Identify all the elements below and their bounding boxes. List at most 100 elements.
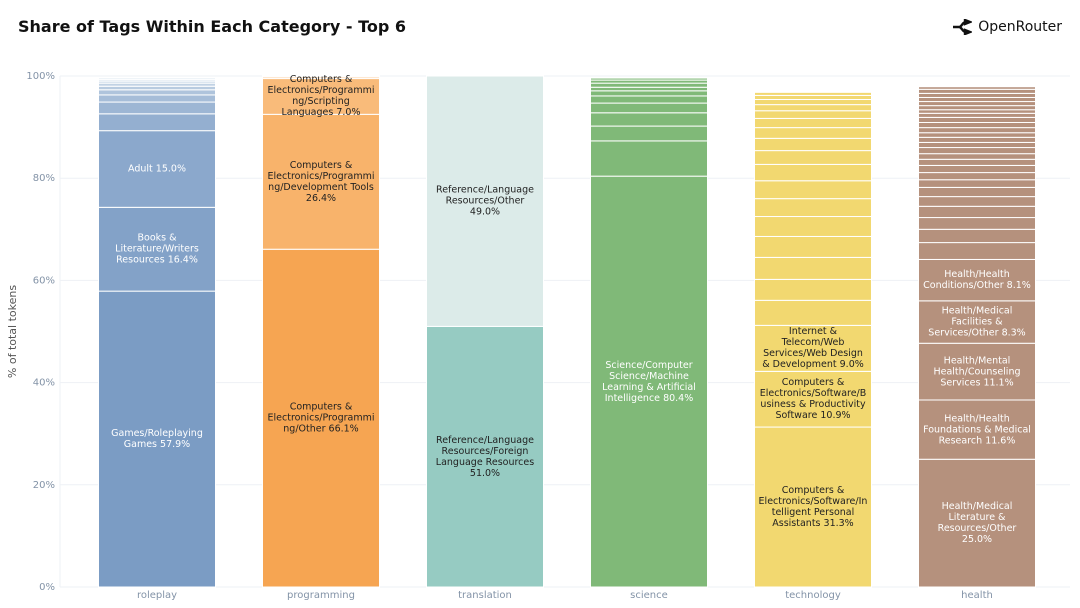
segment-name: Reference/Language Resources/Other [436, 184, 534, 207]
segment-name: Adult [128, 163, 153, 175]
bar-segment [918, 127, 1036, 134]
bar-segment [918, 96, 1036, 103]
bar-segment [98, 113, 216, 132]
segment-label: Computers & Electronics/Software/Busines… [759, 377, 868, 421]
value-label: 26.4% [305, 192, 337, 204]
bar-segment [590, 86, 708, 92]
value-label: 25.0% [961, 534, 993, 546]
segment-name: Health/Health Foundations & Medical Rese… [923, 413, 1031, 447]
bar-segment [754, 278, 872, 301]
bar-segment [918, 136, 1036, 143]
bar-segment [590, 82, 708, 88]
bar-segment [98, 130, 216, 208]
x-tick-label: technology [785, 590, 841, 601]
bar-segment [754, 150, 872, 165]
brand[interactable]: OpenRouter [952, 19, 1062, 35]
bar-segment [918, 116, 1036, 124]
value-label: 15.0% [155, 163, 186, 175]
bar-segment [918, 88, 1036, 94]
segment-label: Computers & Electronics/Programming/Deve… [267, 160, 376, 204]
bar-segment [754, 235, 872, 258]
value-label: 11.6% [985, 435, 1016, 447]
segment-label: Health/Health Foundations & Medical Rese… [923, 413, 1032, 446]
bar-segment [590, 95, 708, 104]
bar-segment [918, 86, 1036, 90]
segment-name: Science/Computer Science/Machine Learnin… [602, 359, 696, 404]
bar-segment [754, 324, 872, 372]
bar-segment [918, 132, 1036, 138]
bar-segment [98, 94, 216, 103]
brand-logo [953, 19, 973, 35]
bar-segment [754, 180, 872, 200]
y-tick-label: 0% [39, 582, 55, 593]
bar-segment [590, 125, 708, 142]
value-label: 8.1% [1006, 280, 1031, 292]
bar-segment [918, 458, 1036, 588]
segment-label: Computers & Electronics/Software/Intelli… [759, 485, 868, 529]
segment-label: Computers & Electronics/Programming/Scri… [267, 74, 376, 118]
bar-segment [918, 399, 1036, 460]
bar-segment [918, 205, 1036, 219]
bar-segment [918, 101, 1036, 107]
bar-segment [918, 172, 1036, 181]
bar-segment [918, 141, 1036, 149]
bar-segment [918, 242, 1036, 260]
bar-segment [754, 216, 872, 237]
bar-segment [426, 325, 544, 588]
bar-segment [590, 175, 708, 588]
segment-label: Health/Medical Literature & Resources/Ot… [923, 501, 1032, 545]
value-label: 51.0% [469, 467, 501, 479]
bar-segment [918, 164, 1036, 174]
segment-name: Computers & Electronics/Software/Intelli… [758, 485, 868, 530]
bar-segment [590, 90, 708, 97]
bar-segment [98, 101, 216, 115]
y-tick-label: 40% [33, 378, 55, 389]
bar-segment [754, 91, 872, 96]
segment-label: Science/Computer Science/Machine Learnin… [595, 360, 704, 404]
value-label: 31.3% [823, 518, 854, 530]
bar-segment [918, 258, 1036, 302]
segment-label: Reference/Language Resources/Other 49.0% [431, 185, 540, 218]
x-tick-label: programming [287, 590, 355, 601]
bar-segment [590, 77, 708, 81]
bar-segment [262, 248, 380, 588]
segment-name: Health/Health Conditions/Other [923, 269, 1010, 292]
segment-name: Computers & Electronics/Programming/Scri… [267, 74, 375, 119]
bar-segment [590, 140, 708, 177]
bar-segment [918, 342, 1036, 401]
bar-segment [918, 186, 1036, 198]
y-tick-label: 60% [33, 275, 55, 286]
segment-name: Health/Medical Literature & Resources/Ot… [937, 501, 1017, 535]
y-tick-label: 80% [33, 173, 55, 184]
bar-segment [754, 94, 872, 101]
bar-segment [98, 206, 216, 292]
segment-name: Games/Roleplaying Games [111, 428, 203, 451]
value-label: 16.4% [167, 254, 198, 266]
value-label: 57.9% [160, 439, 191, 451]
brand-name: OpenRouter [978, 19, 1062, 35]
bar-segment [918, 228, 1036, 244]
y-tick-label: 100% [26, 71, 55, 82]
segment-name: Health/Medical Facilities & Services/Oth… [928, 305, 1013, 339]
chart-title: Share of Tags Within Each Category - Top… [18, 17, 407, 36]
value-label: 49.0% [469, 206, 501, 218]
y-tick-label: 20% [33, 480, 55, 491]
segment-name: Internet & Telecom/Web Services/Web Desi… [762, 326, 863, 371]
value-label: 11.1% [983, 377, 1014, 389]
bar-segment [754, 110, 872, 119]
segment-label: Books & Literature/Writers Resources 16.… [103, 233, 212, 266]
bar-segment [918, 109, 1036, 114]
bar-segment [262, 75, 380, 78]
bar-segment [918, 105, 1036, 111]
bar-segment [98, 85, 216, 91]
bar-segment [754, 370, 872, 428]
value-label: 9.0% [839, 359, 864, 371]
bar-segment [426, 75, 544, 327]
segment-label: Adult 15.0% [103, 164, 212, 175]
y-axis-label: % of total tokens [6, 285, 19, 378]
bar-segment [918, 196, 1036, 207]
bar-segment [98, 77, 216, 81]
bar-segment [918, 92, 1036, 98]
